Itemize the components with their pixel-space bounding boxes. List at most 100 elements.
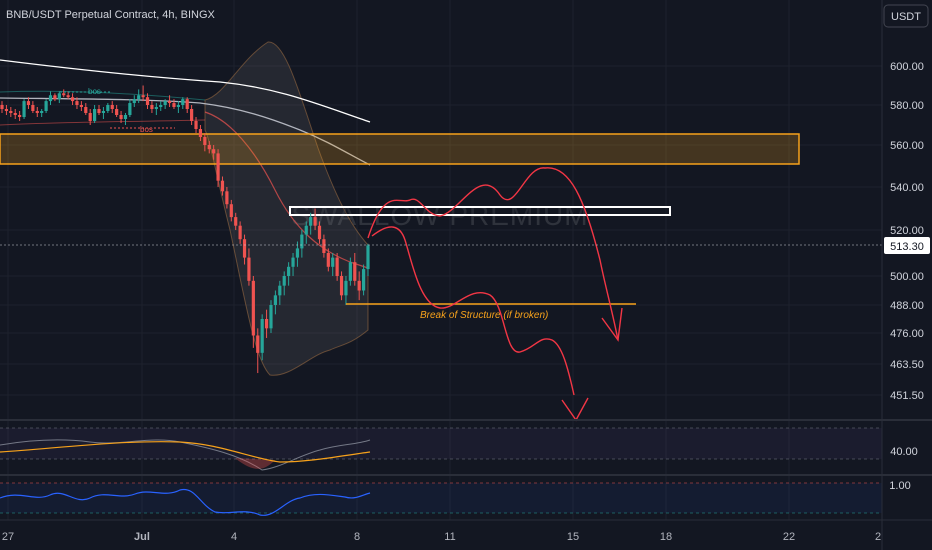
candle <box>260 314 264 361</box>
price-axis[interactable]: 600.00 580.00 560.00 540.00 520.00 500.0… <box>890 61 924 402</box>
supply-zone[interactable] <box>0 133 800 165</box>
candle <box>212 145 216 160</box>
rsi-tick: 40.00 <box>890 446 918 458</box>
current-price-value: 513.30 <box>890 241 924 253</box>
candle-body <box>53 95 57 100</box>
candle-body <box>212 149 216 154</box>
rsi-pane <box>0 427 882 471</box>
candle <box>291 253 295 276</box>
candle <box>251 276 255 348</box>
candle <box>4 105 9 115</box>
candle <box>93 105 97 123</box>
bos-label-up: bos <box>88 87 101 96</box>
candle <box>242 234 247 265</box>
candle <box>141 85 145 102</box>
candle-body <box>247 257 251 281</box>
candle <box>269 300 273 333</box>
oscillator-pane <box>0 482 882 516</box>
candle <box>238 221 242 244</box>
candle <box>353 253 357 286</box>
candle <box>97 105 101 115</box>
candle-body <box>242 239 247 258</box>
candle-body <box>119 115 123 119</box>
candle <box>304 221 308 244</box>
candle-body <box>344 280 348 296</box>
candle <box>101 107 106 119</box>
candle-body <box>123 115 128 119</box>
candle-body <box>172 103 176 107</box>
candle-body <box>229 204 233 218</box>
candle <box>282 271 286 296</box>
candle-body <box>264 319 269 329</box>
candle-body <box>313 217 317 226</box>
candle <box>9 107 13 117</box>
candle <box>70 93 75 105</box>
candle-body <box>13 113 17 115</box>
candle <box>256 328 260 374</box>
price-tick: 580.00 <box>890 100 924 112</box>
candle-body <box>278 285 282 296</box>
candle <box>194 117 198 133</box>
candle-body <box>22 101 26 117</box>
candle-body <box>132 99 136 104</box>
time-tick: 18 <box>660 531 672 543</box>
candle-body <box>84 107 88 113</box>
candle <box>229 199 233 222</box>
candle <box>247 248 251 286</box>
resistance-box[interactable] <box>289 206 671 216</box>
bos-label-down: bos <box>140 125 153 134</box>
candle <box>119 111 123 123</box>
moving-averages <box>0 59 371 269</box>
candle-body <box>300 234 304 249</box>
time-tick: 11 <box>444 531 455 543</box>
candle <box>278 280 282 305</box>
candle-body <box>167 101 172 104</box>
candle <box>132 95 136 107</box>
bos-level-label: Break of Structure (if broken) <box>420 310 548 321</box>
candle-body <box>260 319 264 353</box>
candle <box>84 103 88 115</box>
time-tick: 2 <box>875 531 881 543</box>
candle <box>344 276 348 305</box>
candle <box>313 208 317 230</box>
current-price-badge: 513.30 <box>884 237 930 254</box>
candle <box>326 248 330 272</box>
candle <box>234 212 238 230</box>
candle <box>190 105 194 125</box>
candle-body <box>44 101 48 111</box>
candle-body <box>326 253 330 267</box>
price-tick: 451.50 <box>890 390 924 402</box>
candle <box>309 212 313 235</box>
candle <box>62 89 66 98</box>
price-tick: 560.00 <box>890 140 924 152</box>
candle <box>357 271 361 301</box>
candle-body <box>88 113 92 121</box>
candle-body <box>163 101 167 105</box>
candle-body <box>48 95 53 102</box>
time-axis[interactable]: 27 Jul 4 8 11 15 18 22 2 <box>2 531 881 543</box>
candle-body <box>115 109 119 115</box>
bos-markers: bos bos <box>60 87 175 134</box>
candle-body <box>225 191 229 205</box>
candle-body <box>291 257 295 267</box>
candle <box>207 141 211 154</box>
candle-body <box>106 105 110 111</box>
candle <box>216 149 220 187</box>
price-tick: 476.00 <box>890 328 924 340</box>
candle-body <box>203 137 207 145</box>
candle-body <box>309 217 313 226</box>
candle-body <box>70 97 75 102</box>
candle <box>0 101 4 113</box>
time-tick: 27 <box>2 531 14 543</box>
candle-body <box>335 257 339 276</box>
candle-body <box>62 93 66 96</box>
candle-body <box>176 105 180 107</box>
candle-body <box>361 269 366 291</box>
candle-body <box>154 107 158 109</box>
candle <box>79 101 83 111</box>
candle <box>176 101 180 113</box>
currency-button[interactable]: USDT <box>883 4 929 28</box>
bollinger-bands <box>0 41 369 376</box>
price-tick: 500.00 <box>890 271 924 283</box>
